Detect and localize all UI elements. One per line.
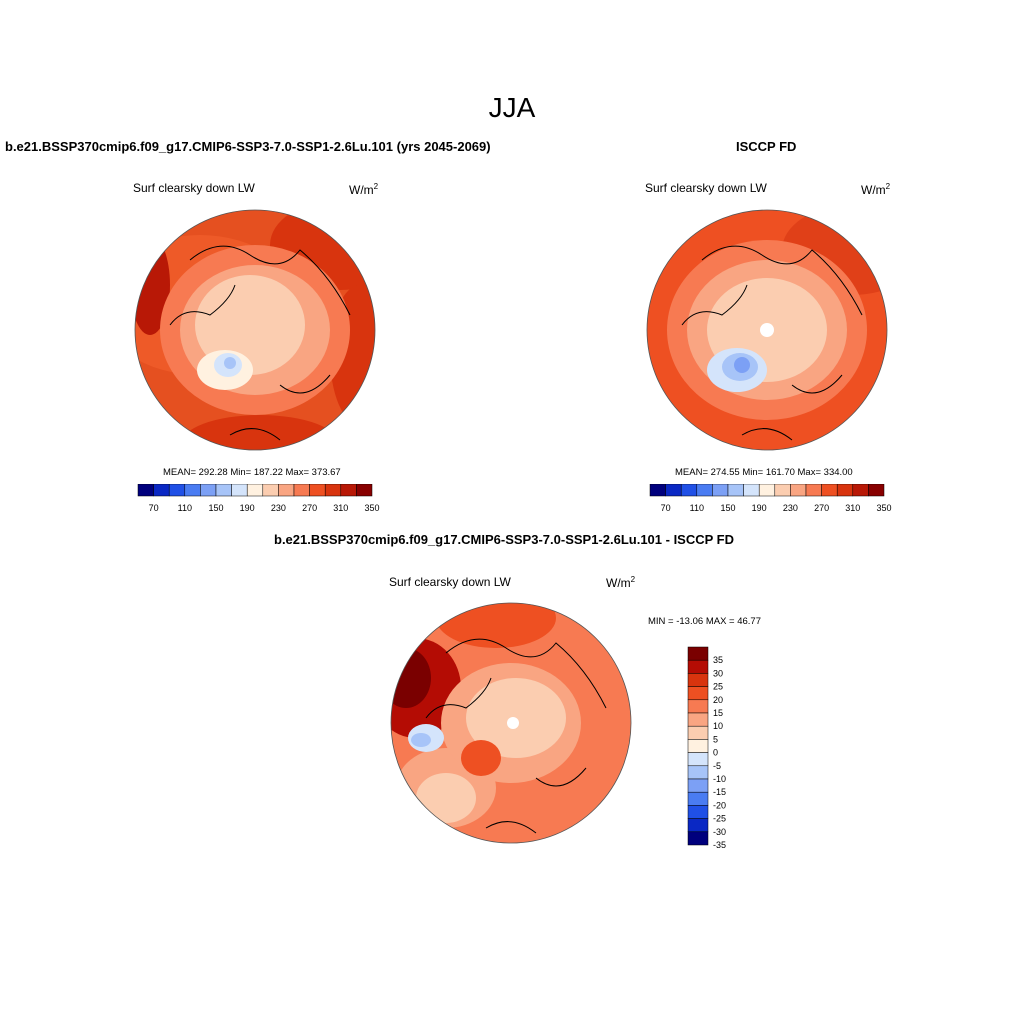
panel1-colorbar-swatch: [246, 484, 264, 497]
panel1-colorbar-tick-label: 350: [364, 503, 379, 513]
panel3-colorbar-tick-label: -25: [713, 814, 726, 824]
panel1-colorbar-tick-label: 270: [302, 503, 317, 513]
panel2-colorbar-tick-label: 350: [876, 503, 891, 513]
panel2-colorbar-tick-label: 270: [814, 503, 829, 513]
panel1-title: b.e21.BSSP370cmip6.f09_g17.CMIP6-SSP3-7.…: [5, 139, 491, 154]
panel2-colorbar-tick-label: 70: [661, 503, 671, 513]
panel2-variable: Surf clearsky down LW: [645, 181, 767, 195]
panel2-colorbar: 70 110 150 190 230 270 310 350: [649, 484, 892, 513]
panel1-colorbar-swatch: [356, 484, 373, 497]
panel3-colorbar-tick-label: -5: [713, 761, 721, 771]
panel2-colorbar-swatch: [836, 484, 854, 497]
panel3-colorbar-tick-label: 25: [713, 682, 723, 692]
panel3-units: W/m2: [606, 575, 636, 590]
panel2-colorbar-swatch: [727, 484, 744, 497]
panel2-title: ISCCP FD: [736, 139, 797, 154]
panel3-colorbar-swatch: [687, 659, 709, 674]
panel3-map: [390, 602, 632, 844]
panel3-colorbar-tick-label: -35: [713, 840, 726, 850]
panel2-colorbar-swatch: [680, 484, 698, 497]
panel2-colorbar-tick-label: 190: [752, 503, 767, 513]
panel2-stats: MEAN= 274.55 Min= 161.70 Max= 334.00: [675, 467, 853, 478]
panel1-colorbar-swatch: [293, 484, 310, 497]
panel3-colorbar-swatch: [687, 712, 709, 727]
panel3-colorbar-tick-label: -10: [713, 774, 726, 784]
panel2-colorbar-swatch: [790, 484, 807, 497]
figure-title: JJA: [488, 92, 536, 123]
panel1-colorbar-tick-label: 150: [208, 503, 223, 513]
panel3-colorbar-tick-label: -30: [713, 827, 726, 837]
panel2-map: [646, 209, 888, 451]
panel3-colorbar-tick-label: 20: [713, 695, 723, 705]
panel2-colorbar-swatch: [805, 484, 822, 497]
panel3-colorbar-swatch: [687, 791, 709, 806]
panel2-colorbar-swatch: [743, 484, 760, 497]
panel1-colorbar-swatch: [309, 484, 326, 497]
panel3-colorbar-swatch: [687, 699, 709, 714]
panel3-colorbar-tick-label: 5: [713, 734, 718, 744]
panel2-colorbar-swatch: [852, 484, 869, 497]
panel1-stats: MEAN= 292.28 Min= 187.22 Max= 373.67: [163, 467, 341, 478]
panel1-colorbar-tick-label: 190: [240, 503, 255, 513]
panel1-colorbar-tick-label: 70: [149, 503, 159, 513]
panel1-colorbar-swatch: [278, 484, 295, 497]
panel3-variable: Surf clearsky down LW: [389, 575, 511, 589]
panel2-colorbar-tick-label: 230: [783, 503, 798, 513]
panel3-colorbar: 35 30 25 20 15 10 5 0 -5 -10 -15 -20 -25 -30 -35: [687, 646, 726, 850]
panel2-units: W/m2: [861, 182, 891, 197]
panel2-colorbar-tick-label: 110: [690, 503, 704, 513]
panel3-title: b.e21.BSSP370cmip6.f09_g17.CMIP6-SSP3-7.…: [274, 532, 735, 547]
panel1-colorbar: 70 110 150 190 230 270 310 350: [137, 484, 380, 513]
panel3-colorbar-swatch: [687, 805, 709, 819]
panel1-map: [134, 209, 376, 451]
panel1-colorbar-swatch: [231, 484, 248, 497]
panel1-colorbar-swatch: [153, 484, 170, 497]
panel3-colorbar-swatch: [687, 818, 709, 833]
panel3-colorbar-swatch: [687, 752, 709, 767]
panel2-colorbar-swatch: [712, 484, 729, 497]
panel3-colorbar-swatch: [687, 765, 709, 780]
panel3-colorbar-tick-label: 30: [713, 668, 723, 678]
panel3-colorbar-swatch: [687, 725, 709, 740]
panel3-colorbar-tick-label: 35: [713, 655, 723, 665]
panel2-colorbar-swatch: [868, 484, 885, 497]
panel2-colorbar-tick-label: 150: [720, 503, 735, 513]
panel1-colorbar-tick-label: 230: [271, 503, 286, 513]
panel1-colorbar-swatch: [215, 484, 232, 497]
panel1-colorbar-swatch: [137, 484, 154, 497]
panel1-units: W/m2: [349, 182, 379, 197]
panel2-colorbar-swatch: [696, 484, 713, 497]
panel1-colorbar-swatch: [340, 484, 357, 497]
panel3-colorbar-swatch: [687, 778, 709, 793]
panel1-colorbar-swatch: [200, 484, 217, 497]
panel1-colorbar-swatch: [168, 484, 186, 497]
panel3-colorbar-swatch: [687, 739, 709, 753]
panel3-colorbar-tick-label: -20: [713, 800, 726, 810]
panel1-colorbar-tick-label: 110: [178, 503, 192, 513]
panel1-colorbar-swatch: [262, 484, 279, 497]
panel3-colorbar-swatch: [687, 831, 709, 846]
panel3-stats: MIN = -13.06 MAX = 46.77: [648, 616, 762, 627]
panel1-variable: Surf clearsky down LW: [133, 181, 255, 195]
panel3-colorbar-swatch: [687, 646, 709, 661]
panel2-colorbar-swatch: [665, 484, 682, 497]
panel3-colorbar-tick-label: -15: [713, 787, 726, 797]
panel3-colorbar-swatch: [687, 686, 709, 701]
panel1-colorbar-swatch: [324, 484, 342, 497]
panel1-colorbar-swatch: [184, 484, 201, 497]
panel2-colorbar-swatch: [649, 484, 666, 497]
panel1-colorbar-tick-label: 310: [333, 503, 348, 513]
panel3-colorbar-tick-label: 10: [713, 721, 723, 731]
panel3-colorbar-tick-label: 0: [713, 748, 718, 758]
panel2-colorbar-swatch: [821, 484, 838, 497]
panel2-colorbar-swatch: [774, 484, 791, 497]
panel2-colorbar-swatch: [758, 484, 776, 497]
panel2-colorbar-tick-label: 310: [845, 503, 860, 513]
panel3-colorbar-tick-label: 15: [713, 708, 723, 718]
panel3-colorbar-swatch: [687, 673, 709, 687]
